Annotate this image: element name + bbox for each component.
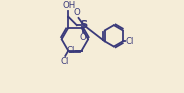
Text: Cl: Cl: [126, 37, 134, 46]
Text: Cl: Cl: [61, 57, 69, 66]
Text: O: O: [74, 8, 81, 17]
Text: S: S: [79, 20, 87, 30]
Text: O: O: [79, 33, 86, 42]
Text: OH: OH: [62, 1, 75, 10]
Text: Cl: Cl: [67, 46, 75, 55]
